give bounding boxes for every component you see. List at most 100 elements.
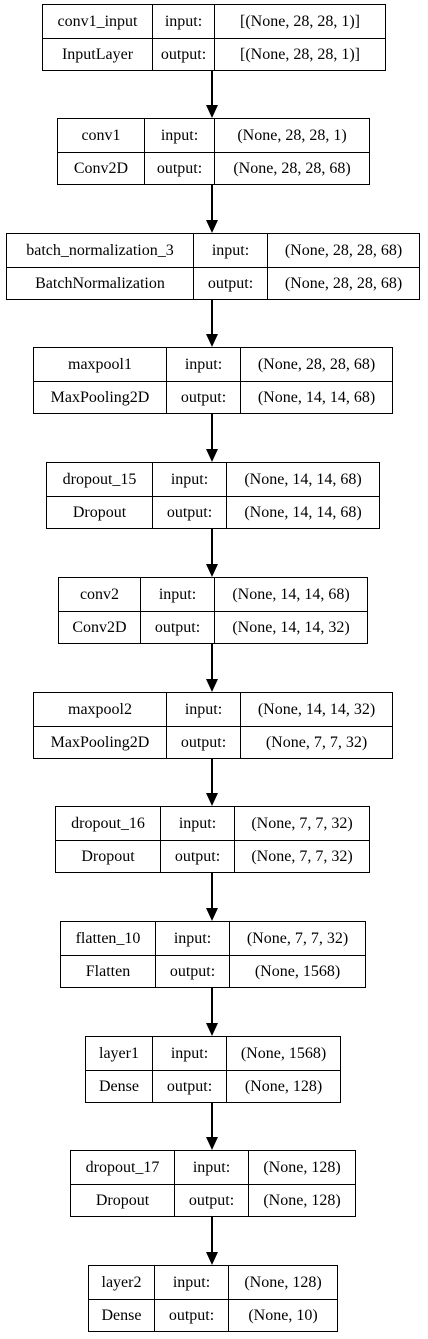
layer-type: Dropout	[71, 1184, 175, 1217]
input-label: input:	[145, 119, 215, 152]
layer-node-top-row: batch_normalization_3 input: (None, 28, 28…	[7, 234, 419, 268]
output-label: output:	[156, 955, 230, 988]
output-shape: [(None, 28, 28, 1)]	[240, 45, 360, 63]
arrowhead-icon	[206, 334, 218, 347]
input-shape: [(None, 28, 28, 1)]	[240, 12, 360, 30]
layer-node-top-row: conv1 input: (None, 28, 28, 1)	[58, 119, 369, 153]
layer-name: dropout_17	[71, 1151, 175, 1184]
output-label: output:	[145, 152, 215, 185]
layer-node-top-row: conv1_input input: [(None, 28, 28, 1)]	[43, 5, 385, 39]
output-shape: (None, 1568)	[254, 962, 341, 980]
input-shape: (None, 7, 7, 32)	[251, 814, 353, 832]
layer-node-bottom-row: Flatten output: (None, 1568)	[61, 955, 365, 988]
output-label: output:	[161, 840, 235, 873]
connector-arrow	[211, 1103, 213, 1137]
layer-name: maxpool1	[34, 348, 167, 381]
layer-type: InputLayer	[43, 38, 153, 71]
output-label: output:	[167, 726, 241, 759]
output-shape: (None, 14, 14, 68)	[244, 503, 362, 521]
input-label: input:	[153, 5, 215, 38]
output-shape: (None, 14, 14, 32)	[232, 618, 350, 636]
layer-type: Dense	[86, 1070, 153, 1103]
output-shape: (None, 28, 28, 68)	[233, 159, 351, 177]
layer-node-top-row: maxpool2 input: (None, 14, 14, 32)	[34, 693, 392, 727]
layer-node-bottom-row: Dropout output: (None, 14, 14, 68)	[47, 496, 379, 529]
layer-node: dropout_15 input: (None, 14, 14, 68) Dropou…	[46, 462, 380, 529]
layer-node-bottom-row: Dropout output: (None, 128)	[71, 1184, 355, 1217]
arrowhead-icon	[206, 793, 218, 806]
layer-type: Dropout	[47, 496, 153, 529]
connector-arrow	[211, 300, 213, 334]
layer-node-bottom-row: Dense output: (None, 10)	[89, 1299, 337, 1332]
arrowhead-icon	[206, 1252, 218, 1265]
layer-type: MaxPooling2D	[34, 381, 167, 414]
input-label: input:	[155, 1266, 229, 1299]
layer-node-bottom-row: MaxPooling2D output: (None, 7, 7, 32)	[34, 726, 392, 759]
layer-node-top-row: layer1 input: (None, 1568)	[86, 1037, 340, 1071]
output-shape: (None, 7, 7, 32)	[265, 733, 368, 751]
connector-arrow	[211, 71, 213, 105]
layer-node: layer2 input: (None, 128) Dense output: (None…	[88, 1265, 338, 1332]
layer-node-top-row: dropout_15 input: (None, 14, 14, 68)	[47, 463, 379, 497]
layer-name: conv1_input	[43, 5, 153, 38]
input-shape: (None, 128)	[244, 1273, 322, 1291]
input-shape: (None, 14, 14, 68)	[244, 470, 362, 488]
input-shape: (None, 128)	[263, 1158, 341, 1176]
layer-type: Conv2D	[58, 152, 145, 185]
input-shape: (None, 14, 14, 32)	[257, 700, 376, 718]
input-shape: (None, 28, 28, 68)	[284, 241, 403, 259]
arrowhead-icon	[206, 105, 218, 118]
layer-node: conv2 input: (None, 14, 14, 68) Conv2D outpu…	[58, 577, 368, 644]
connector-arrow	[211, 414, 213, 449]
arrowhead-icon	[206, 679, 218, 692]
input-label: input:	[167, 348, 241, 381]
connector-arrow	[211, 185, 213, 220]
layer-node: maxpool1 input: (None, 28, 28, 68) MaxPooli…	[33, 347, 393, 414]
arrowhead-icon	[206, 564, 218, 577]
layer-node-bottom-row: Conv2D output: (None, 28, 28, 68)	[58, 152, 369, 185]
layer-node-bottom-row: Dense output: (None, 128)	[86, 1070, 340, 1103]
layer-type: Conv2D	[59, 611, 141, 644]
connector-arrow	[211, 873, 213, 908]
arrowhead-icon	[206, 449, 218, 462]
input-shape: (None, 28, 28, 68)	[257, 355, 376, 373]
layer-name: dropout_16	[56, 807, 161, 840]
output-shape: (None, 128)	[244, 1077, 323, 1095]
layer-node: conv1_input input: [(None, 28, 28, 1)] Inpu…	[42, 4, 386, 71]
arrowhead-icon	[206, 1023, 218, 1036]
input-label: input:	[175, 1151, 249, 1184]
input-label: input:	[167, 693, 241, 726]
output-shape: (None, 14, 14, 68)	[257, 388, 376, 406]
input-label: input:	[141, 578, 215, 611]
layer-name: conv2	[59, 578, 141, 611]
layer-node-bottom-row: MaxPooling2D output: (None, 14, 14, 68)	[34, 381, 392, 414]
layer-node-top-row: flatten_10 input: (None, 7, 7, 32)	[61, 922, 365, 956]
connector-arrow	[211, 1217, 213, 1252]
layer-node: conv1 input: (None, 28, 28, 1) Conv2D output…	[57, 118, 370, 185]
input-shape: (None, 1568)	[240, 1044, 327, 1062]
layer-node-top-row: dropout_17 input: (None, 128)	[71, 1151, 355, 1185]
output-label: output:	[167, 381, 241, 414]
layer-node-bottom-row: Conv2D output: (None, 14, 14, 32)	[59, 611, 367, 644]
output-label: output:	[155, 1299, 229, 1332]
layer-node: dropout_16 input: (None, 7, 7, 32) Dropout o…	[55, 806, 370, 873]
input-label: input:	[161, 807, 235, 840]
input-shape: (None, 14, 14, 68)	[232, 585, 350, 603]
input-label: input:	[153, 463, 227, 496]
layer-type: Flatten	[61, 955, 156, 988]
output-shape: (None, 128)	[263, 1191, 341, 1209]
layer-type: BatchNormalization	[7, 267, 194, 300]
arrowhead-icon	[206, 220, 218, 233]
input-shape: (None, 7, 7, 32)	[246, 929, 349, 947]
layer-name: dropout_15	[47, 463, 153, 496]
layer-name: flatten_10	[61, 922, 156, 955]
output-label: output:	[153, 1070, 227, 1103]
connector-arrow	[211, 988, 213, 1023]
output-label: output:	[141, 611, 215, 644]
layer-name: layer2	[89, 1266, 155, 1299]
layer-name: maxpool2	[34, 693, 167, 726]
layer-node-top-row: layer2 input: (None, 128)	[89, 1266, 337, 1300]
layer-name: batch_normalization_3	[7, 234, 194, 267]
layer-node-bottom-row: InputLayer output: [(None, 28, 28, 1)]	[43, 38, 385, 71]
layer-name: conv1	[58, 119, 145, 152]
